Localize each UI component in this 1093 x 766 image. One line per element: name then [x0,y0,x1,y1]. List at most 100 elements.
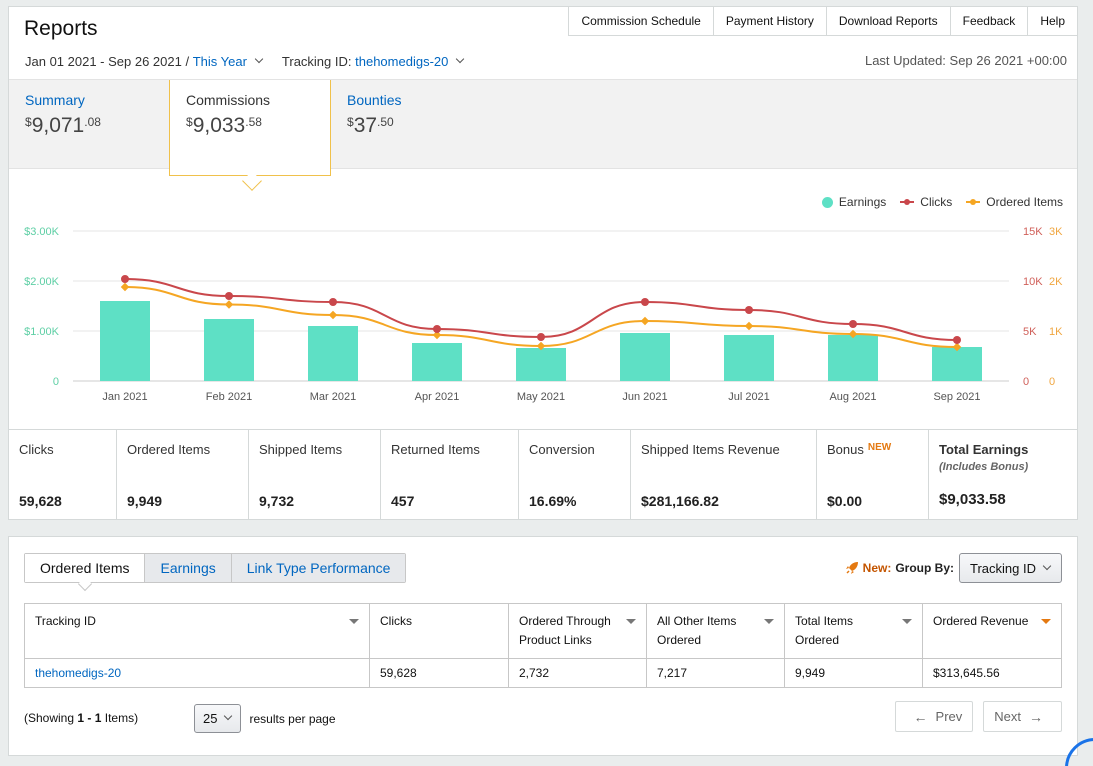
earnings-bar [204,319,254,381]
feedback-button[interactable]: Feedback [950,6,1029,36]
last-updated: Last Updated: Sep 26 2021 +00:00 [864,53,1067,68]
earnings-bar [516,348,566,381]
cell-tracking-id[interactable]: thehomedigs-20 [24,658,370,688]
stat-bonus: Bonus NEW $0.00 [817,430,929,520]
tab-bounties-label: Bounties [347,92,402,108]
tracking-id-dropdown[interactable]: thehomedigs-20 [355,54,449,69]
y-left-tick-label: $2.00K [24,276,60,288]
report-panel: Reports Commission Schedule Payment Hist… [8,6,1078,520]
stat-label: Bonus NEW [827,442,892,457]
ordered-items-table: Tracking ID Clicks Ordered Through Produ… [24,603,1062,688]
period-dropdown[interactable]: This Year [192,54,247,69]
y-right-clicks-tick-label: 5K [1023,326,1037,338]
col-all-other-items[interactable]: All Other Items Ordered [646,603,785,659]
y-right-clicks-tick-label: 10K [1023,276,1043,288]
ordered-items-point [848,329,858,339]
commission-schedule-button[interactable]: Commission Schedule [568,6,714,36]
cell-all-other-items: 7,217 [646,658,785,688]
prev-button[interactable]: ← Prev [894,701,974,732]
chevron-down-icon[interactable] [254,54,264,64]
ordered-items-point [640,316,650,326]
ordered-items-point [224,300,234,309]
page-title: Reports [24,17,98,40]
earnings-swatch-icon [821,196,833,208]
stat-label: Total Earnings [939,442,1029,457]
commissions-amount: $9,033.58 [186,114,262,137]
legend-earnings[interactable]: Earnings [821,195,886,209]
y-right-items-tick-label: 2K [1049,276,1063,288]
per-page-value: 25 [203,711,218,726]
ordered-items-swatch-icon [966,199,981,205]
sort-icon[interactable] [626,619,636,624]
clicks-point [537,333,545,341]
summary-tabs: Summary $9,071.08 Commissions $9,033.58 … [9,79,1077,176]
stat-label: Clicks [19,442,54,457]
stat-value: $0.00 [827,493,863,509]
stat-value: $9,033.58 [939,491,1006,508]
stat-shipped-items: Shipped Items 9,732 [249,430,381,520]
ordered-items-point [120,282,130,292]
y-left-tick-label: $1.00K [24,326,60,338]
group-by-select[interactable]: Tracking ID [959,553,1062,583]
detail-panel: Ordered Items Earnings Link Type Perform… [8,536,1078,756]
download-reports-button[interactable]: Download Reports [826,6,951,36]
new-label: New: [862,561,892,575]
arrow-left-icon: ← [913,708,928,725]
stat-conversion: Conversion 16.69% [519,430,631,520]
sort-icon[interactable] [349,619,359,624]
legend-clicks[interactable]: Clicks [900,195,952,209]
ordered-items-point [744,321,754,331]
stat-value: $281,166.82 [641,493,719,509]
showing-count: (Showing 1 - 1 Items) [24,711,139,725]
help-button[interactable]: Help [1028,6,1078,36]
chevron-down-icon[interactable] [456,54,465,64]
earnings-bar [412,343,462,381]
stat-total-earnings: Total Earnings (Includes Bonus) $9,033.5… [929,430,1077,520]
tab-summary[interactable]: Summary $9,071.08 [9,80,169,170]
tracking-id-link[interactable]: thehomedigs-20 [35,666,122,680]
sort-icon[interactable] [764,619,774,624]
col-clicks[interactable]: Clicks [369,603,509,659]
filters-bar: Jan 01 2021 - Sep 26 2021 / This Year Tr… [25,54,469,69]
tab-bounties[interactable]: Bounties $37.50 [331,80,491,170]
legend-ordered-items[interactable]: Ordered Items [966,195,1063,209]
col-total-items[interactable]: Total Items Ordered [784,603,923,659]
sort-active-icon[interactable] [1041,619,1051,624]
clicks-point [641,298,649,306]
earnings-bar [308,326,358,381]
tab-link-type-performance[interactable]: Link Type Performance [230,554,406,582]
x-tick-label: Jun 2021 [622,391,667,403]
tab-summary-label: Summary [25,92,85,108]
clicks-point [953,336,961,344]
clicks-swatch-icon [900,199,915,205]
bounties-amount: $37.50 [347,114,394,137]
sort-icon[interactable] [902,619,912,624]
col-tracking-id[interactable]: Tracking ID [24,603,370,659]
x-tick-label: Feb 2021 [206,391,252,403]
tab-commissions-label: Commissions [186,92,271,108]
group-by-value: Tracking ID [970,560,1036,576]
group-by: New: Group By: Tracking ID [845,553,1062,583]
stat-ordered-items: Ordered Items 9,949 [117,430,249,520]
x-tick-label: Jul 2021 [728,391,770,403]
col-ordered-revenue[interactable]: Ordered Revenue [922,603,1062,659]
top-nav: Commission Schedule Payment History Down… [568,6,1078,36]
stat-value: 457 [391,493,415,509]
clicks-point [225,292,233,300]
rocket-icon [845,562,858,574]
y-right-clicks-tick-label: 0 [1023,376,1029,388]
stat-returned-items: Returned Items 457 [381,430,519,520]
per-page-select[interactable]: 25 [194,704,242,733]
x-tick-label: May 2021 [517,391,565,403]
payment-history-button[interactable]: Payment History [713,6,827,36]
per-page-label: results per page [249,711,336,726]
stat-label: Conversion [529,442,595,457]
stat-label: Returned Items [391,442,480,457]
clicks-point [849,320,857,328]
date-range: Jan 01 2021 - Sep 26 2021 / [25,54,190,69]
tab-commissions[interactable]: Commissions $9,033.58 [169,80,331,176]
col-ordered-through-links[interactable]: Ordered Through Product Links [508,603,647,659]
tab-earnings[interactable]: Earnings [144,554,231,582]
next-button[interactable]: Next → [983,701,1062,732]
clicks-point [329,298,337,306]
